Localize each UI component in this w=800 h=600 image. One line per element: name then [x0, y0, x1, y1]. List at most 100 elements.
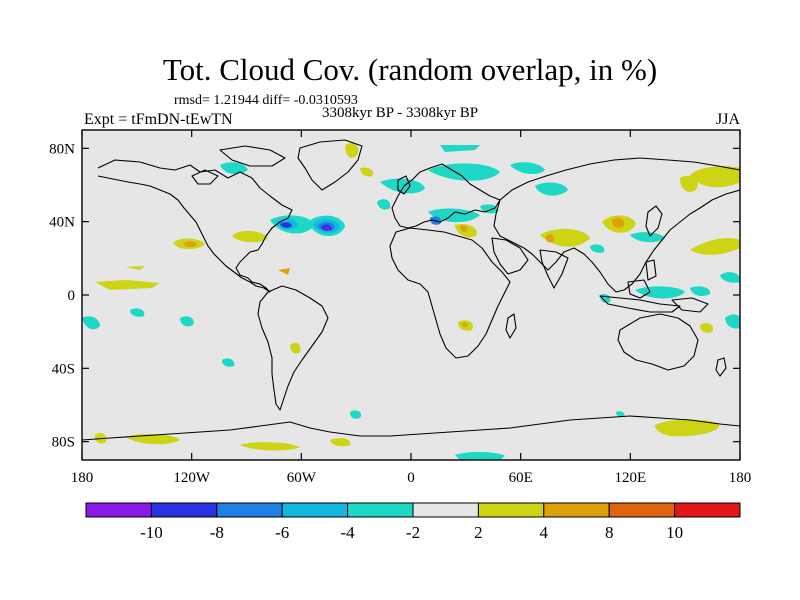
coastline-philippines	[645, 259, 657, 281]
colorbar-label: 10	[666, 523, 683, 542]
coastline-british-isles	[397, 175, 411, 195]
coastline-africa	[389, 227, 511, 359]
lon-tick-label: 0	[407, 470, 415, 486]
coastline-australia	[617, 313, 699, 371]
colorbar-label: -8	[210, 523, 224, 542]
anomaly-patch	[360, 167, 374, 177]
coastline-borneo	[627, 279, 651, 299]
experiment-label: Expt = tFmDN-tEwTN	[84, 111, 233, 128]
anomaly-patch	[345, 142, 359, 158]
colorbar-label: 4	[540, 523, 549, 542]
lat-tick-label: 40S	[52, 361, 75, 377]
coastline-new-guinea	[671, 297, 709, 313]
coastline-indonesia	[599, 295, 681, 313]
anomaly-patch	[540, 228, 590, 247]
lon-tick-label: 120W	[173, 470, 211, 486]
anomaly-patch	[125, 434, 180, 445]
coastline-antarctica	[82, 415, 740, 441]
colorbar-label: -6	[275, 523, 289, 542]
anomaly-patch	[125, 266, 145, 270]
coastline-north-america	[97, 159, 293, 293]
anomaly-patch	[222, 358, 235, 367]
anomaly-patch	[462, 322, 468, 328]
anomaly-patch	[130, 308, 145, 317]
coastline-japan	[645, 205, 663, 237]
anomaly-patch	[380, 178, 425, 194]
anomaly-patch	[82, 316, 100, 330]
colorbar-swatch	[608, 502, 676, 518]
colorbar-swatch	[543, 502, 610, 518]
anomaly-patch	[330, 437, 351, 447]
axis-ticks	[81, 130, 741, 460]
anomaly-field	[82, 142, 740, 460]
anomaly-patch	[440, 145, 480, 152]
colorbar-swatch	[85, 502, 152, 518]
lon-tick-label: 120E	[614, 470, 646, 486]
anomaly-patch	[350, 410, 362, 419]
anomaly-patch	[428, 163, 500, 181]
period-label: 3308kyr BP - 3308kyr BP	[322, 105, 479, 121]
map-background	[82, 130, 740, 460]
anomaly-patch	[232, 230, 268, 243]
coastline-arctic-islands	[219, 145, 286, 167]
anomaly-patch	[545, 234, 555, 243]
coastline-arabia	[491, 237, 529, 275]
anomaly-patch	[377, 199, 391, 210]
chart-title: Tot. Cloud Cov. (random overlap, in %)	[162, 52, 658, 87]
anomaly-patch	[725, 314, 740, 329]
colorbar-swatch	[477, 502, 545, 518]
colorbar-label: 2	[474, 523, 483, 542]
anomaly-patch	[324, 226, 330, 231]
anomaly-patch	[616, 411, 625, 417]
lon-tick-label: 60W	[287, 470, 317, 486]
anomaly-patch	[480, 204, 499, 214]
colorbar-swatch	[674, 502, 741, 518]
colorbar-label: -2	[406, 523, 420, 542]
anomaly-patch	[280, 222, 292, 228]
anomaly-patch	[690, 166, 740, 188]
colorbar: -10 -8 -6 -4 -2 2 4 8 10	[85, 502, 741, 542]
anomaly-patch	[220, 162, 248, 175]
anomaly-patch	[460, 225, 468, 232]
rmsd-diff-stats: rmsd= 1.21944 diff= -0.0310593	[174, 93, 358, 108]
lat-tick-label: 0	[68, 288, 76, 304]
anomaly-patch	[278, 268, 290, 275]
lon-tick-label: 180	[729, 470, 752, 486]
coastline-madagascar	[505, 313, 517, 339]
colorbar-label: -10	[140, 523, 163, 542]
anomaly-patch	[612, 218, 625, 228]
anomaly-patch	[180, 316, 194, 327]
anomaly-patch	[510, 162, 545, 175]
coastlines	[82, 139, 740, 441]
lon-tick-label: 60E	[509, 470, 533, 486]
coastline-greenland	[297, 139, 363, 191]
anomaly-patch	[690, 238, 740, 255]
colorbar-swatch	[150, 502, 218, 518]
coastline-south-america	[257, 285, 329, 411]
anomaly-patch	[720, 272, 740, 283]
lat-tick-label: 40N	[49, 215, 75, 231]
season-label: JJA	[716, 111, 741, 128]
anomaly-patch	[590, 244, 605, 253]
colorbar-swatch	[216, 502, 283, 518]
lon-tick-label: 180	[71, 470, 94, 486]
anomaly-patch	[635, 286, 685, 299]
anomaly-patch	[630, 232, 665, 243]
anomaly-patch	[655, 419, 720, 437]
coastline-europe	[391, 163, 501, 229]
lat-tick-label: 80S	[52, 435, 75, 451]
anomaly-patch	[428, 208, 480, 223]
axis-labels: 80N 40N 0 40S 80S 180 120W 60W 0 60E 120E 180	[49, 141, 751, 486]
anomaly-patch	[95, 280, 160, 290]
anomaly-patch	[290, 342, 301, 354]
colorbar-label: -4	[341, 523, 356, 542]
lat-tick-label: 80N	[49, 141, 75, 157]
anomaly-patch	[183, 241, 197, 248]
colorbar-label: 8	[605, 523, 614, 542]
colorbar-swatch	[412, 502, 479, 518]
anomaly-patch	[535, 182, 568, 196]
coastline-arctic-islands	[191, 169, 219, 185]
coastline-india	[539, 249, 569, 289]
anomaly-patch	[690, 286, 711, 296]
